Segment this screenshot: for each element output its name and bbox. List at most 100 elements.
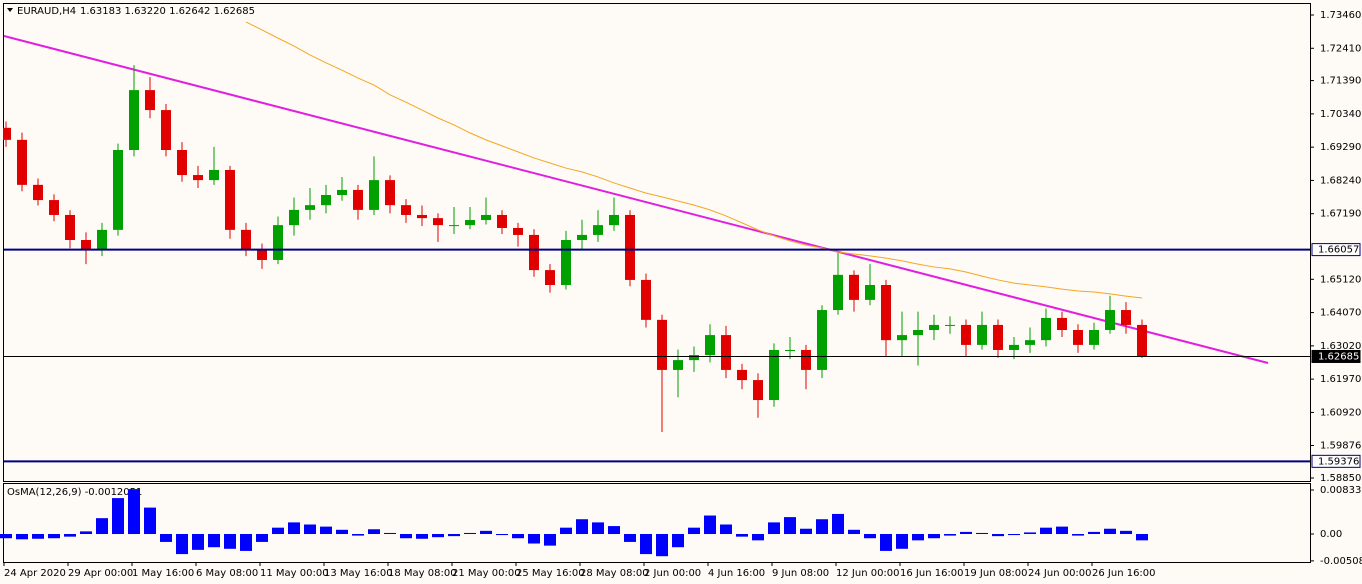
osma-bar [1072,534,1084,536]
candle-body [401,205,411,215]
osma-bar [240,534,252,551]
osma-bar [224,534,236,549]
x-tick-label: 6 May 08:00 [196,568,258,579]
osma-bar [976,532,988,535]
y-tick-label: 1.68240 [1320,175,1361,186]
y-tick-label: 1.67190 [1320,209,1361,220]
osma-bar [256,534,268,542]
y-tick-label: 1.69290 [1320,142,1361,153]
y-tick-label: 1.63020 [1320,341,1361,352]
trendline [3,35,1269,364]
y-tick-label: 1.61970 [1320,374,1361,385]
osma-bar [432,534,444,538]
symbol: EURAUD,H4 [17,6,76,17]
osma-bar [416,534,428,539]
candle-body [705,335,715,356]
candle-body [977,324,987,345]
y-tick-label: 1.71390 [1320,76,1361,87]
candle-body [1105,310,1115,331]
osma-bar [288,522,300,535]
y-tick-label: 1.70340 [1320,109,1361,120]
candle-body [1009,344,1019,350]
candle-body [737,369,747,381]
osma-bar [336,529,348,535]
y-tick-label: 1.58850 [1320,473,1361,484]
y-tick-label: 1.65120 [1320,274,1361,285]
osma-bar [480,530,492,535]
indicator-panel [3,483,1311,563]
osma-bar [1056,526,1068,535]
candle-body [273,225,283,260]
osma-bar [16,534,28,540]
candle-body [897,335,907,341]
candle-body [1121,310,1131,325]
candle-body [513,227,523,235]
candle-body [305,205,315,210]
candle-body [993,324,1003,350]
x-tick-label: 4 Jun 16:00 [708,568,765,579]
candle-body [433,218,443,226]
candle-body [497,214,507,228]
menu-arrow[interactable] [7,8,13,12]
osma-bar [496,534,508,536]
osma-bar [32,534,44,539]
osma-bar [1120,530,1132,535]
osma-bar [928,534,940,539]
osma-bar [1088,531,1100,535]
osma-bar [720,524,732,535]
osma-bar [560,527,572,535]
candle-body [849,274,859,300]
osma-bar [592,522,604,535]
osma-bar [528,534,540,544]
y-tick-label: 1.72410 [1320,43,1361,54]
osma-bar [864,534,876,539]
x-tick-label: 2 Jun 00:00 [644,568,701,579]
level-label-box [1311,454,1361,468]
y-tick-label: 1.59876 [1320,440,1361,451]
candle-body [1137,324,1147,357]
osma-bar [1136,534,1148,541]
osma-bar [816,519,828,535]
candle-body [81,240,91,251]
candle-body [225,169,235,230]
candle-body [545,270,555,286]
candle-body [177,150,187,176]
osma-bar [1040,527,1052,535]
osma-bar [624,534,636,542]
quote: 1.63183 1.63220 1.62642 1.62685 [80,6,255,17]
x-tick-label: 28 May 08:00 [580,568,649,579]
osma-bar [272,527,284,535]
price-panel [3,3,1311,482]
candle-body [801,349,811,370]
candle-body [3,127,11,140]
candle-body [609,214,619,226]
y-tick-label: 1.60920 [1320,407,1361,418]
candle-body [289,209,299,226]
candle-body [161,110,171,151]
osma-bar [832,513,844,535]
x-tick-label: 9 Jun 08:00 [772,568,829,579]
candle-body [833,274,843,311]
osma-bar [800,528,812,535]
candle-body [321,195,331,206]
candle-body [353,189,363,210]
level-label: 1.62685 [1318,351,1359,362]
osma-bar [752,534,764,541]
candle-body [689,355,699,361]
osma-bar [784,517,796,535]
osma-bar [1104,528,1116,535]
x-tick-label: 19 Jun 08:00 [964,568,1028,579]
candle-body [593,225,603,235]
osma-bar [48,534,60,539]
candle-body [113,150,123,230]
x-tick-label: 12 Jun 00:00 [836,568,900,579]
candle-body [449,225,459,227]
osma-bar [304,524,316,535]
candle-body [913,330,923,336]
indicator-title: OsMA(12,26,9) -0.0012051 [7,487,142,498]
x-tick-label: 29 Apr 00:00 [68,568,133,579]
x-tick-label: 24 Apr 2020 [4,568,66,579]
osma-bar [368,529,380,535]
candle-body [337,189,347,196]
